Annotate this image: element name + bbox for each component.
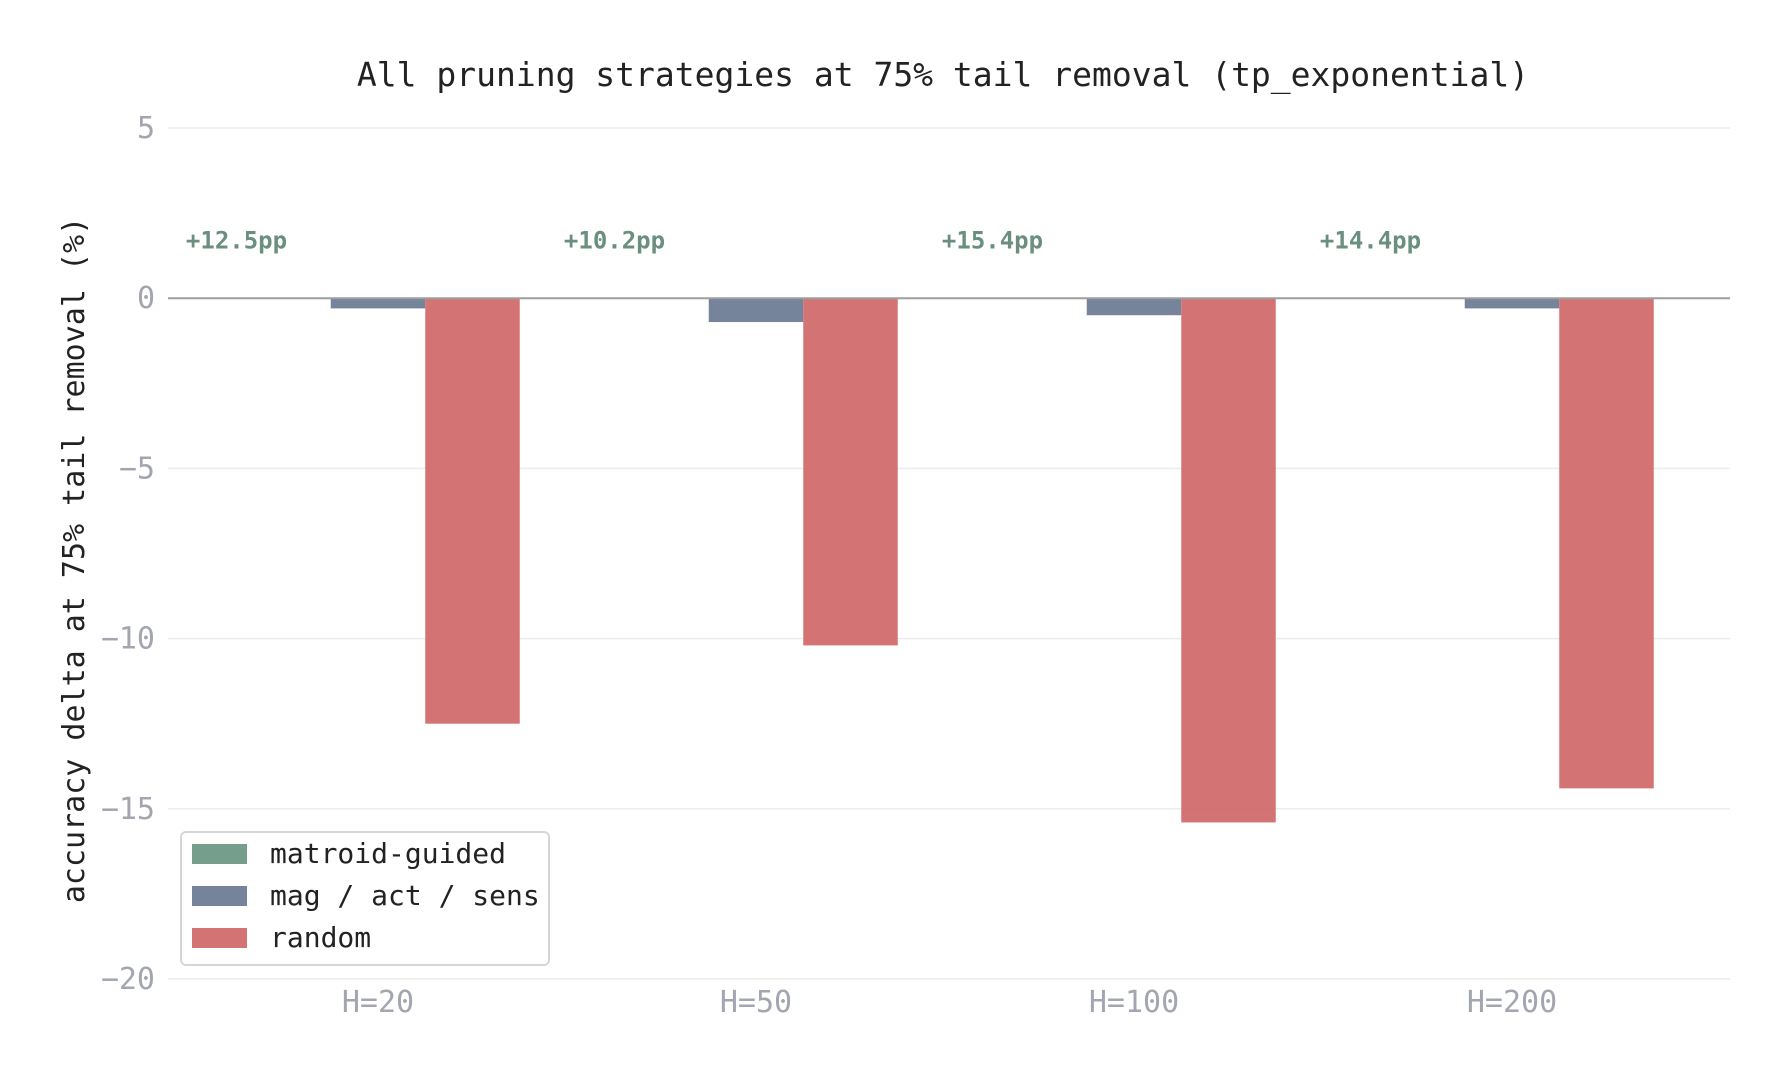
delta-annotation: +12.5pp	[186, 226, 287, 254]
chart-title: All pruning strategies at 75% tail remov…	[357, 55, 1529, 95]
x-tick-label: H=200	[1467, 985, 1557, 1020]
bar-random-h100	[1181, 298, 1276, 823]
x-tick-label: H=20	[342, 985, 414, 1020]
bar-mag-act-sens-h50	[708, 298, 804, 323]
bar-random-h20	[425, 298, 520, 724]
bar-mag-act-sens-h100	[1086, 298, 1182, 316]
delta-annotation: +10.2pp	[564, 226, 665, 254]
bars	[236, 298, 1654, 823]
y-tick-label: −10	[101, 622, 155, 657]
y-tick-label: −20	[101, 962, 155, 997]
annotations: +12.5pp +10.2pp +15.4pp +14.4pp	[186, 226, 1421, 254]
y-tick-label: −5	[119, 451, 155, 486]
bar-mag-act-sens-h20	[330, 298, 426, 309]
legend-swatch	[192, 928, 247, 948]
legend-label: random	[270, 921, 371, 954]
legend-swatch	[192, 844, 247, 864]
legend-label: matroid-guided	[270, 837, 506, 870]
y-axis-label: accuracy delta at 75% tail removal (%)	[57, 217, 92, 903]
x-tick-label: H=100	[1089, 985, 1179, 1020]
y-axis-ticks: 5 0 −5 −10 −15 −20	[101, 111, 155, 997]
x-axis-ticks: H=20 H=50 H=100 H=200	[342, 985, 1557, 1020]
y-tick-label: 5	[137, 111, 155, 146]
legend-box	[180, 831, 550, 966]
bar-random-h200	[1559, 298, 1654, 789]
delta-annotation: +15.4pp	[942, 226, 1043, 254]
delta-annotation: +14.4pp	[1320, 226, 1421, 254]
legend-label: mag / act / sens	[270, 879, 540, 912]
y-tick-label: 0	[137, 281, 155, 316]
bar-mag-act-sens-h200	[1464, 298, 1560, 309]
legend: matroid-guided mag / act / sens random	[180, 831, 550, 966]
y-tick-label: −15	[101, 792, 155, 827]
x-tick-label: H=50	[720, 985, 792, 1020]
bar-random-h50	[803, 298, 898, 646]
legend-swatch	[192, 886, 247, 906]
